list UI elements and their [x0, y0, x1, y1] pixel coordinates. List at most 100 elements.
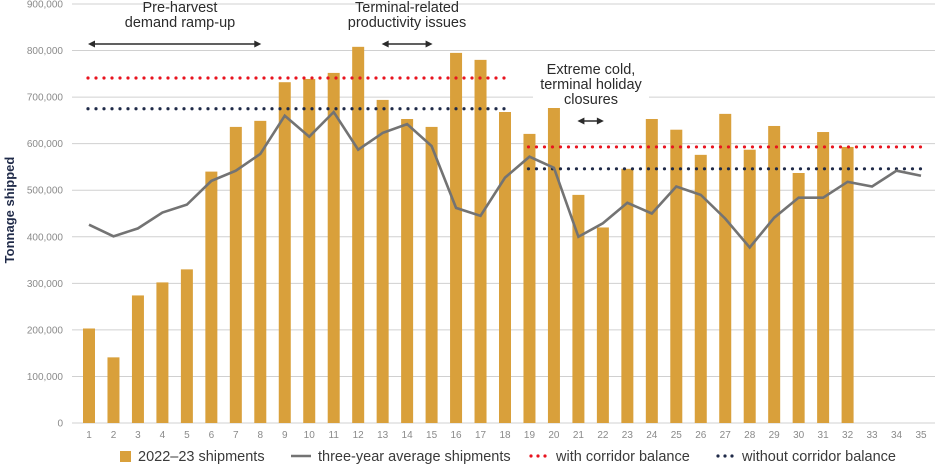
y-tick-label: 900,000 — [27, 0, 64, 11]
bar — [205, 171, 218, 423]
legend-label: 2022–23 shipments — [138, 449, 265, 465]
y-tick-label: 700,000 — [27, 93, 64, 104]
x-tick-label: 3 — [135, 430, 141, 441]
x-tick-label: 5 — [184, 430, 190, 441]
bar — [107, 357, 120, 423]
annotation-background — [533, 60, 649, 108]
bar — [131, 295, 144, 423]
x-tick-label: 30 — [793, 430, 805, 441]
legend: 2022–23 shipments three-year average ship… — [120, 449, 896, 465]
x-tick-label: 27 — [720, 430, 732, 441]
y-axis-ticks: 0 100,000 200,000 300,000 400,000 500,000 600,… — [27, 0, 64, 430]
legend-swatch-dot — [536, 454, 540, 458]
bar — [645, 118, 658, 424]
bar — [352, 46, 365, 423]
arrow-head-left-icon — [381, 40, 389, 48]
x-axis-ticks: 1 2 3 4 5 6 7 8 9 10 11 12 13 14 15 16 17 18 19 20 21 22 23 24 2… — [86, 430, 927, 441]
x-tick-label: 33 — [866, 430, 878, 441]
legend-label: without corridor balance — [741, 449, 896, 465]
bar — [743, 149, 756, 424]
legend-swatch-dot — [543, 454, 547, 458]
bar — [83, 328, 95, 423]
x-tick-label: 15 — [426, 430, 438, 441]
corridor-lines — [86, 76, 924, 171]
annotation-text: Pre-harvest — [143, 0, 218, 16]
x-tick-label: 28 — [744, 430, 756, 441]
x-tick-label: 14 — [402, 430, 414, 441]
annotation-text: demand ramp-up — [125, 15, 235, 31]
x-tick-label: 18 — [499, 430, 511, 441]
bar — [596, 227, 609, 423]
annotation-text: closures — [564, 92, 618, 108]
bar — [499, 112, 511, 424]
average-line-series — [88, 109, 922, 250]
x-tick-label: 23 — [622, 430, 634, 441]
bar — [229, 126, 242, 423]
bar — [278, 82, 291, 424]
bar — [621, 168, 634, 423]
y-tick-label: 100,000 — [27, 372, 64, 383]
x-tick-label: 12 — [353, 430, 365, 441]
x-tick-label: 24 — [646, 430, 658, 441]
x-tick-label: 1 — [86, 430, 92, 441]
x-tick-label: 13 — [377, 430, 389, 441]
bar — [572, 194, 585, 423]
x-tick-label: 7 — [233, 430, 239, 441]
annotation-text: terminal holiday — [540, 77, 642, 93]
x-tick-label: 4 — [160, 430, 166, 441]
x-tick-label: 6 — [209, 430, 215, 441]
legend-swatch-bar — [120, 451, 131, 462]
x-tick-label: 35 — [915, 430, 927, 441]
bar — [156, 282, 169, 423]
y-tick-label: 300,000 — [27, 279, 64, 290]
annotation-text: Terminal-related — [355, 0, 459, 16]
bar — [547, 105, 560, 423]
x-tick-label: 31 — [818, 430, 830, 441]
arrow-head-left-icon — [88, 40, 95, 48]
bar — [376, 99, 389, 423]
x-tick-label: 22 — [597, 430, 609, 441]
bar — [817, 132, 830, 423]
bar — [425, 126, 438, 423]
bar — [254, 120, 267, 424]
legend-swatch-dot — [723, 454, 727, 458]
y-axis-label: Tonnage shipped — [2, 157, 17, 264]
x-tick-label: 26 — [695, 430, 707, 441]
x-tick-label: 11 — [329, 430, 340, 441]
bar — [303, 78, 316, 424]
x-tick-label: 32 — [842, 430, 854, 441]
bar — [474, 59, 487, 423]
arrow-head-right-icon — [596, 117, 604, 125]
bar — [792, 172, 805, 423]
x-tick-label: 21 — [573, 430, 585, 441]
bar — [768, 125, 781, 423]
y-tick-label: 600,000 — [27, 139, 64, 150]
legend-label: three-year average shipments — [318, 449, 511, 465]
x-tick-label: 8 — [258, 430, 264, 441]
legend-swatch-dot — [716, 454, 720, 458]
y-tick-label: 800,000 — [27, 46, 64, 57]
annotation-text: Extreme cold, — [547, 62, 636, 78]
x-tick-label: 34 — [891, 430, 903, 441]
bar — [694, 154, 707, 423]
y-tick-label: 400,000 — [27, 232, 64, 243]
arrow-head-left-icon — [577, 117, 585, 125]
x-tick-label: 16 — [450, 430, 462, 441]
bar — [327, 72, 340, 423]
bar-series — [83, 46, 854, 424]
bar — [450, 52, 463, 424]
legend-swatch-dot — [730, 454, 734, 458]
x-tick-label: 17 — [475, 430, 487, 441]
legend-swatch-dot — [529, 454, 533, 458]
bar — [670, 129, 683, 423]
x-tick-label: 20 — [548, 430, 560, 441]
x-tick-label: 10 — [304, 430, 316, 441]
y-tick-label: 0 — [57, 419, 63, 430]
y-tick-label: 200,000 — [27, 325, 64, 336]
x-tick-label: 19 — [524, 430, 536, 441]
bar — [180, 269, 193, 423]
